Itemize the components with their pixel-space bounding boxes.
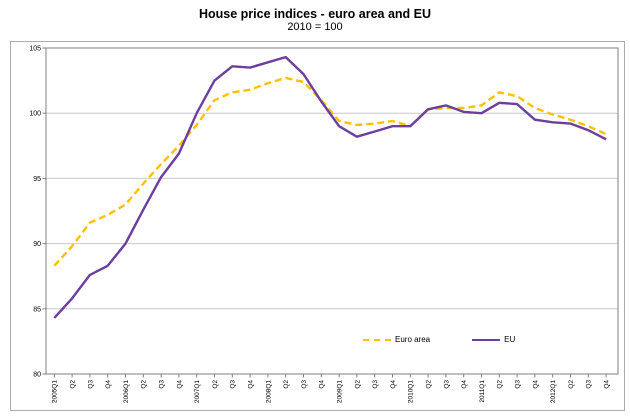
x-axis-label: Q4 [390, 380, 397, 389]
x-axis-label: Q2 [212, 380, 219, 389]
y-axis-label: 90 [33, 241, 41, 248]
plot-border [45, 47, 619, 375]
x-axis-label: 2010Q1 [408, 380, 415, 404]
x-axis-label: Q3 [515, 380, 522, 389]
y-axis-label: 105 [29, 46, 41, 53]
eu-line-swatch-icon [472, 338, 501, 341]
chart-legend: Euro area EU [363, 335, 515, 344]
x-axis-label: Q2 [497, 380, 504, 389]
legend-item-eu: EU [472, 335, 515, 344]
x-axis-label: 2012Q1 [550, 380, 557, 404]
chart-outer-frame: 80 85 90 95 100 105 2005Q1 Q2 Q3 Q4 2006Q1 Q2 Q3 Q4 20… [10, 41, 625, 411]
x-axis-label: Q3 [87, 380, 94, 389]
y-axis-label: 100 [29, 111, 41, 118]
x-axis-label: Q2 [283, 380, 290, 389]
x-axis-label: Q2 [70, 380, 77, 389]
x-axis-label: 2007Q1 [194, 380, 201, 404]
x-axis-label: Q4 [248, 380, 255, 389]
legend-label-euro-area: Euro area [395, 335, 431, 344]
x-axis-label: 2009Q1 [337, 380, 344, 404]
x-axis-label: Q3 [301, 380, 308, 389]
x-axis-label: Q3 [230, 380, 237, 389]
line-chart-plot: 80 85 90 95 100 105 2005Q1 Q2 Q3 Q4 2006Q1 Q2 Q3 Q4 20… [29, 46, 619, 404]
chart-subtitle: 2010 = 100 [287, 21, 343, 34]
chart-title: House price indices - euro area and EU [198, 7, 432, 21]
x-axis-label: Q4 [604, 380, 611, 389]
x-axis-label: 2005Q1 [52, 380, 59, 404]
euro-area-line-swatch-icon [363, 338, 391, 341]
series-line-eu [53, 55, 607, 319]
x-axis-label: Q3 [443, 380, 450, 389]
x-axis-label: Q2 [141, 380, 148, 389]
y-axis-label: 80 [33, 372, 41, 379]
x-axis-label: Q2 [426, 380, 433, 389]
x-axis-label: Q4 [176, 380, 183, 389]
y-axis-label: 85 [33, 306, 41, 313]
x-axis-label: Q3 [586, 380, 593, 389]
x-axis-label: 2011Q1 [479, 380, 486, 403]
x-axis-label: Q3 [372, 380, 379, 389]
x-axis-label: Q2 [354, 380, 361, 389]
x-axis-label: 2008Q1 [265, 380, 272, 404]
x-axis-label: Q3 [159, 380, 166, 389]
x-axis-label: Q4 [461, 380, 468, 389]
x-axis-label: Q2 [568, 380, 575, 389]
x-axis-label: Q4 [105, 380, 112, 389]
legend-item-euro-area: Euro area [363, 335, 430, 344]
series-line-euro-area [53, 76, 607, 267]
x-axis-label: Q4 [532, 380, 539, 389]
y-axis-label: 95 [33, 176, 41, 183]
x-axis-label: 2006Q1 [123, 380, 130, 404]
legend-label-eu: EU [504, 335, 516, 344]
x-axis-label: Q4 [319, 380, 326, 389]
